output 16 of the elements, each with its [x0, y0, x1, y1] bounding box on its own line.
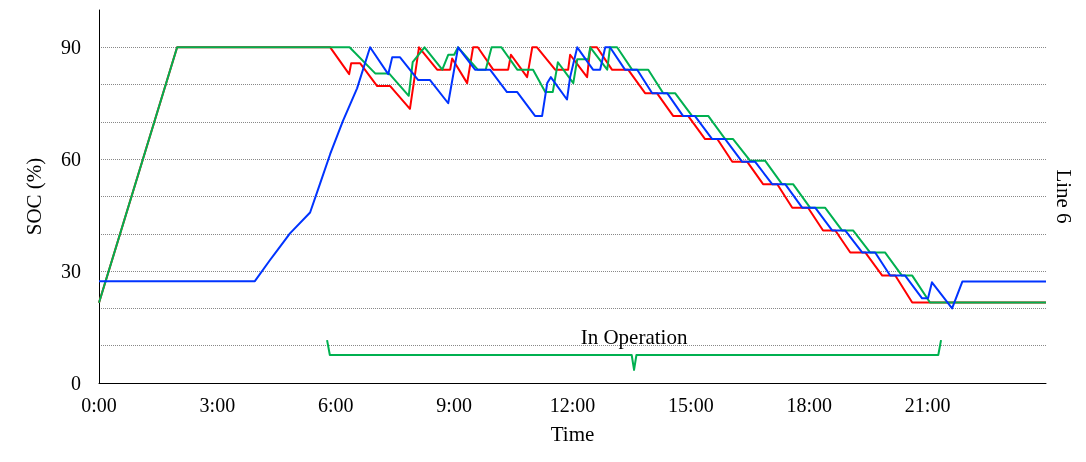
x-tick-label: 6:00	[317, 394, 354, 416]
x-tick-label: 12:00	[549, 394, 596, 416]
x-axis-title: Time	[550, 421, 595, 446]
x-tick-label: 15:00	[668, 394, 714, 416]
y-tick-label: 90	[61, 36, 81, 59]
y-axis-title: SOC (%)	[21, 157, 46, 236]
y-tick-label: 0	[71, 372, 81, 394]
y-tick-label: 30	[61, 260, 81, 283]
x-tick-label: 0:00	[81, 394, 117, 416]
x-tick-label: 3:00	[199, 394, 236, 416]
y-tick-label: 60	[61, 148, 81, 171]
x-tick-label: 18:00	[786, 394, 833, 416]
text: Line 6	[1052, 169, 1076, 224]
x-tick-label: 21:00	[904, 394, 951, 416]
series-label: In Operation	[580, 325, 688, 350]
x-tick-label: 9:00	[436, 394, 472, 416]
